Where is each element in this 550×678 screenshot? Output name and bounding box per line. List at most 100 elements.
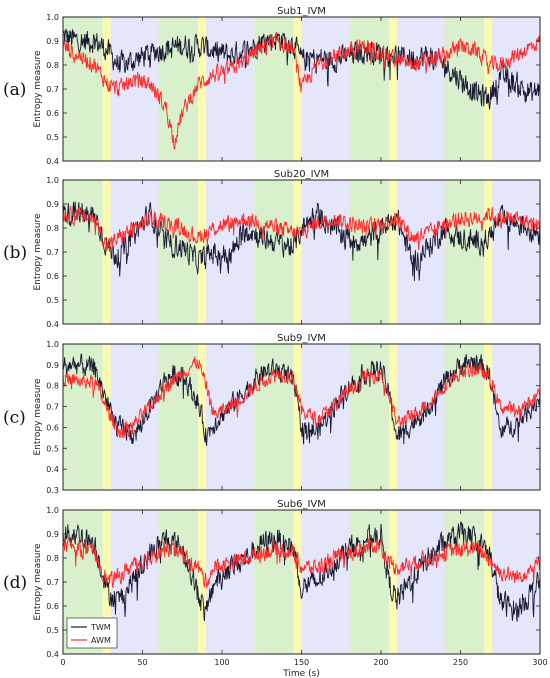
phase-band bbox=[102, 344, 111, 490]
y-tick-label: 0.7 bbox=[46, 85, 59, 94]
panel-d: 0.4 0.5 0.6 0.7 0.8 0.9 1.0 0 50 100 150 200 250 300 S… bbox=[3, 499, 548, 667]
y-axis-label: Entropy measure bbox=[33, 213, 43, 291]
phase-band bbox=[301, 510, 350, 654]
y-tick-label: 0.4 bbox=[46, 320, 59, 329]
y-axis-label: Entropy measure bbox=[33, 543, 43, 621]
phase-band bbox=[484, 510, 493, 654]
phase-band bbox=[253, 180, 294, 324]
phase-band bbox=[198, 180, 207, 324]
phase-band bbox=[293, 344, 302, 490]
y-tick-label: 0.5 bbox=[46, 444, 59, 453]
x-tick-label: 300 bbox=[532, 658, 547, 667]
phase-band bbox=[484, 17, 493, 161]
phase-band bbox=[484, 180, 493, 324]
phase-band bbox=[484, 344, 493, 490]
phase-band bbox=[253, 344, 294, 490]
y-axis-label: Entropy measure bbox=[33, 378, 43, 456]
x-tick-label: 200 bbox=[373, 658, 388, 667]
x-tick-label: 100 bbox=[214, 658, 229, 667]
y-tick-label: 0.9 bbox=[46, 361, 59, 370]
x-tick-label: 150 bbox=[294, 658, 309, 667]
phase-band bbox=[102, 180, 111, 324]
phase-band bbox=[492, 510, 540, 654]
y-tick-label: 0.8 bbox=[46, 554, 59, 563]
phase-band bbox=[388, 180, 397, 324]
legend: TWM AWM bbox=[66, 617, 118, 649]
phase-band bbox=[110, 344, 159, 490]
series-line-awm bbox=[63, 356, 540, 439]
phase-band bbox=[206, 17, 254, 161]
panel-letter: (d) bbox=[3, 573, 27, 593]
phase-band bbox=[492, 180, 540, 324]
y-tick-label: 1.0 bbox=[46, 13, 59, 22]
phase-band bbox=[301, 180, 350, 324]
phase-band bbox=[206, 510, 254, 654]
phase-band bbox=[253, 510, 294, 654]
series-line-awm bbox=[63, 31, 540, 151]
phase-band bbox=[349, 344, 389, 490]
y-tick-label: 0.4 bbox=[46, 465, 59, 474]
panel-title: Sub9_IVM bbox=[277, 333, 326, 344]
phase-band bbox=[349, 17, 389, 161]
phase-band bbox=[349, 180, 389, 324]
y-tick-label: 0.8 bbox=[46, 61, 59, 70]
x-tick-label: 0 bbox=[60, 658, 65, 667]
phase-band bbox=[301, 17, 350, 161]
phase-band bbox=[110, 17, 159, 161]
phase-band bbox=[388, 344, 397, 490]
y-axis-label: Entropy measure bbox=[33, 50, 43, 128]
y-tick-label: 0.6 bbox=[46, 272, 59, 281]
y-tick-label: 0.3 bbox=[46, 486, 59, 495]
phase-band bbox=[349, 510, 389, 654]
phase-band bbox=[396, 17, 445, 161]
legend-entry: AWM bbox=[91, 636, 111, 645]
phase-band bbox=[293, 180, 302, 324]
x-axis-label: Time (s) bbox=[282, 669, 320, 678]
phase-band bbox=[198, 510, 207, 654]
y-tick-label: 0.9 bbox=[46, 200, 59, 209]
y-tick-label: 1.0 bbox=[46, 340, 59, 349]
panel-c: 0.3 0.4 0.5 0.6 0.7 0.8 0.9 1.0 Sub9_IVM Entropy … bbox=[3, 333, 541, 495]
series-line-awm bbox=[63, 535, 540, 589]
phase-band bbox=[388, 17, 397, 161]
y-tick-label: 0.7 bbox=[46, 248, 59, 257]
y-tick-label: 0.5 bbox=[46, 133, 59, 142]
y-tick-label: 0.8 bbox=[46, 382, 59, 391]
phase-band bbox=[110, 510, 159, 654]
series-line-twm bbox=[63, 521, 540, 622]
phase-band bbox=[293, 510, 302, 654]
y-tick-label: 0.6 bbox=[46, 109, 59, 118]
y-tick-label: 1.0 bbox=[46, 176, 59, 185]
panel-letter: (b) bbox=[3, 243, 27, 263]
phase-band bbox=[444, 180, 485, 324]
y-tick-label: 0.8 bbox=[46, 224, 59, 233]
panel-b: 0.4 0.5 0.6 0.7 0.8 0.9 1.0 Sub20_IVM Entropy me… bbox=[3, 169, 541, 329]
phase-band bbox=[206, 344, 254, 490]
y-tick-label: 0.5 bbox=[46, 626, 59, 635]
y-tick-label: 0.5 bbox=[46, 296, 59, 305]
x-tick-label: 250 bbox=[453, 658, 468, 667]
y-tick-label: 0.6 bbox=[46, 602, 59, 611]
phase-band bbox=[158, 344, 199, 490]
y-tick-label: 0.7 bbox=[46, 578, 59, 587]
phase-band bbox=[102, 17, 111, 161]
y-tick-label: 0.9 bbox=[46, 530, 59, 539]
phase-band bbox=[63, 180, 103, 324]
phase-band bbox=[158, 17, 199, 161]
phase-band bbox=[396, 180, 445, 324]
phase-band bbox=[492, 17, 540, 161]
panel-letter: (a) bbox=[3, 80, 26, 100]
panel-title: Sub20_IVM bbox=[274, 169, 329, 180]
y-tick-label: 0.4 bbox=[46, 157, 59, 166]
series-line-awm bbox=[63, 205, 540, 252]
series-line-twm bbox=[63, 28, 540, 110]
phase-band bbox=[293, 17, 302, 161]
y-tick-label: 1.0 bbox=[46, 506, 59, 515]
panel-letter: (c) bbox=[3, 408, 26, 428]
panel-title: Sub1_IVM bbox=[277, 6, 326, 17]
series-line-twm bbox=[63, 201, 540, 282]
y-tick-label: 0.9 bbox=[46, 37, 59, 46]
y-tick-label: 0.7 bbox=[46, 403, 59, 412]
panel-title: Sub6_IVM bbox=[277, 499, 326, 510]
